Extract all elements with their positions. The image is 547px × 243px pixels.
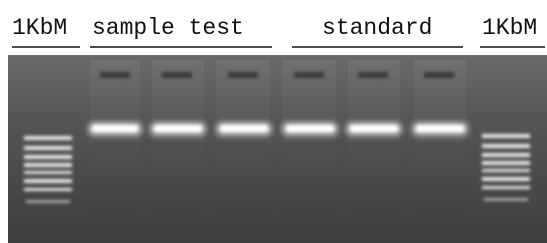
lane-label: 1KbM (482, 15, 537, 41)
lane-label: 1KbM (12, 15, 67, 41)
lane-label: standard (322, 15, 432, 41)
lane-label: sample test (92, 15, 244, 41)
gel (8, 55, 547, 243)
gel-figure: 1KbM sample test standard 1KbM (0, 0, 547, 243)
